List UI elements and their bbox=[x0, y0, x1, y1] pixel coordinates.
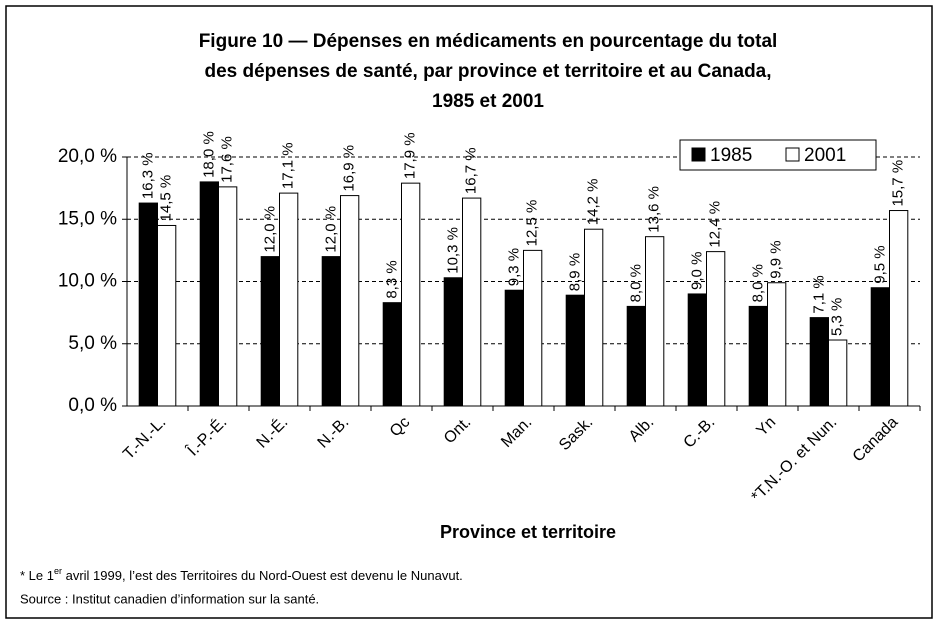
value-label: 12,0 % bbox=[322, 206, 339, 253]
y-tick-label: 20,0 % bbox=[58, 146, 117, 167]
value-label: 12,4 % bbox=[707, 201, 724, 248]
y-tick-label: 0,0 % bbox=[68, 395, 117, 416]
bar bbox=[260, 256, 281, 407]
footnote-sup: er bbox=[54, 566, 62, 576]
bar bbox=[340, 195, 360, 407]
value-label: 9,5 % bbox=[871, 245, 888, 283]
bar bbox=[767, 282, 787, 407]
value-label: 15,7 % bbox=[890, 160, 907, 207]
value-label: 5,3 % bbox=[829, 298, 846, 336]
y-tick-label: 10,0 % bbox=[58, 271, 117, 292]
x-axis-title: Province et territoire bbox=[440, 522, 616, 542]
bar bbox=[401, 182, 421, 407]
source: Source : Institut canadien d’information… bbox=[20, 591, 319, 606]
bar bbox=[504, 289, 525, 407]
value-label: 12,0 % bbox=[261, 206, 278, 253]
bar bbox=[279, 192, 299, 407]
value-label: 8,3 % bbox=[383, 260, 400, 298]
bar bbox=[382, 302, 403, 407]
value-label: 9,9 % bbox=[768, 240, 785, 278]
bar bbox=[748, 305, 769, 407]
bar bbox=[565, 294, 586, 407]
bar bbox=[523, 249, 543, 407]
bar bbox=[138, 202, 158, 407]
legend-label: 2001 bbox=[804, 145, 846, 166]
bar bbox=[645, 236, 665, 407]
value-label: 17,6 % bbox=[219, 136, 236, 183]
value-label: 10,3 % bbox=[444, 227, 461, 274]
bar bbox=[321, 256, 342, 407]
bar bbox=[218, 186, 238, 407]
value-label: 16,9 % bbox=[341, 145, 358, 192]
legend-swatch bbox=[785, 147, 800, 162]
value-label: 12,5 % bbox=[524, 200, 541, 247]
legend-swatch bbox=[691, 147, 706, 162]
value-label: 16,3 % bbox=[139, 152, 156, 199]
bar bbox=[687, 293, 708, 407]
value-label: 13,6 % bbox=[646, 186, 663, 233]
bar bbox=[809, 317, 830, 407]
value-label: 8,9 % bbox=[566, 253, 583, 291]
chart-title: Figure 10 — Dépenses en médicaments en p… bbox=[199, 31, 778, 52]
value-label: 14,5 % bbox=[158, 175, 175, 222]
bar bbox=[706, 251, 726, 407]
value-label: 14,2 % bbox=[585, 179, 602, 226]
footnote-text: * Le 1 bbox=[20, 568, 54, 583]
bar bbox=[199, 181, 219, 407]
value-label: 8,0 % bbox=[627, 264, 644, 302]
chart-title: des dépenses de santé, par province et t… bbox=[204, 61, 771, 82]
value-label: 17,9 % bbox=[402, 132, 419, 179]
y-tick-label: 15,0 % bbox=[58, 208, 117, 229]
value-label: 7,1 % bbox=[810, 275, 827, 313]
bar bbox=[157, 224, 177, 407]
bar bbox=[626, 305, 647, 407]
bar bbox=[443, 277, 464, 407]
value-label: 16,7 % bbox=[463, 147, 480, 194]
legend-label: 1985 bbox=[710, 145, 752, 166]
footnote-text: avril 1999, l’est des Territoires du Nor… bbox=[62, 568, 463, 583]
value-label: 18,0 % bbox=[200, 131, 217, 178]
bar bbox=[584, 228, 604, 407]
footnote: * Le 1er avril 1999, l’est des Territoir… bbox=[20, 566, 463, 583]
bar bbox=[462, 197, 482, 407]
chart-title: 1985 et 2001 bbox=[432, 91, 544, 112]
y-tick-label: 5,0 % bbox=[68, 333, 117, 354]
value-label: 17,1 % bbox=[280, 142, 297, 189]
value-label: 9,0 % bbox=[688, 252, 705, 290]
bar bbox=[870, 287, 891, 407]
value-label: 9,3 % bbox=[505, 248, 522, 286]
bar bbox=[889, 210, 909, 407]
legend-box bbox=[679, 139, 877, 171]
bar bbox=[828, 339, 848, 407]
value-label: 8,0 % bbox=[749, 264, 766, 302]
